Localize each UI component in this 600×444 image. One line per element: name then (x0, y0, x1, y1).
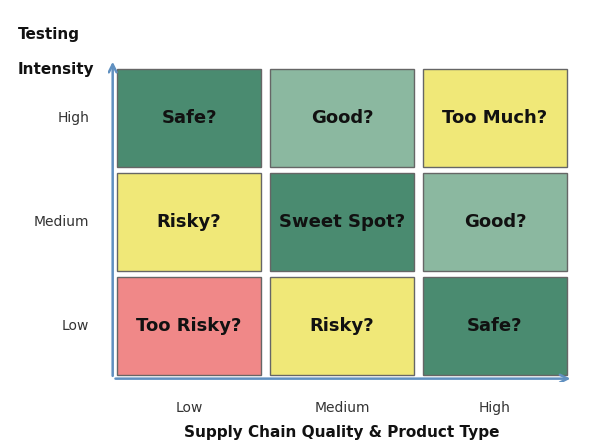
Bar (270, 68, 414, 166)
Text: Risky?: Risky? (157, 213, 221, 231)
Text: Sweet Spot?: Sweet Spot? (279, 213, 405, 231)
FancyArrowPatch shape (109, 64, 116, 376)
Text: Low: Low (175, 401, 203, 415)
Bar (423, 278, 566, 376)
Bar (118, 68, 261, 166)
Text: High: High (58, 111, 89, 125)
Text: Medium: Medium (34, 215, 89, 229)
Text: Good?: Good? (464, 213, 526, 231)
Bar (270, 173, 414, 271)
Text: Safe?: Safe? (161, 109, 217, 127)
Text: Safe?: Safe? (467, 317, 523, 335)
Text: Too Much?: Too Much? (442, 109, 547, 127)
FancyArrowPatch shape (115, 375, 568, 383)
Bar (118, 173, 261, 271)
Text: Too Risky?: Too Risky? (136, 317, 242, 335)
Bar (118, 278, 261, 376)
Bar (423, 173, 566, 271)
Text: Risky?: Risky? (310, 317, 374, 335)
Text: Supply Chain Quality & Product Type: Supply Chain Quality & Product Type (184, 424, 500, 440)
Text: Intensity: Intensity (18, 62, 95, 77)
Text: Good?: Good? (311, 109, 373, 127)
Text: High: High (479, 401, 511, 415)
Text: Testing: Testing (18, 27, 80, 42)
Bar (423, 68, 566, 166)
Text: Medium: Medium (314, 401, 370, 415)
Bar (270, 278, 414, 376)
Text: Low: Low (62, 319, 89, 333)
